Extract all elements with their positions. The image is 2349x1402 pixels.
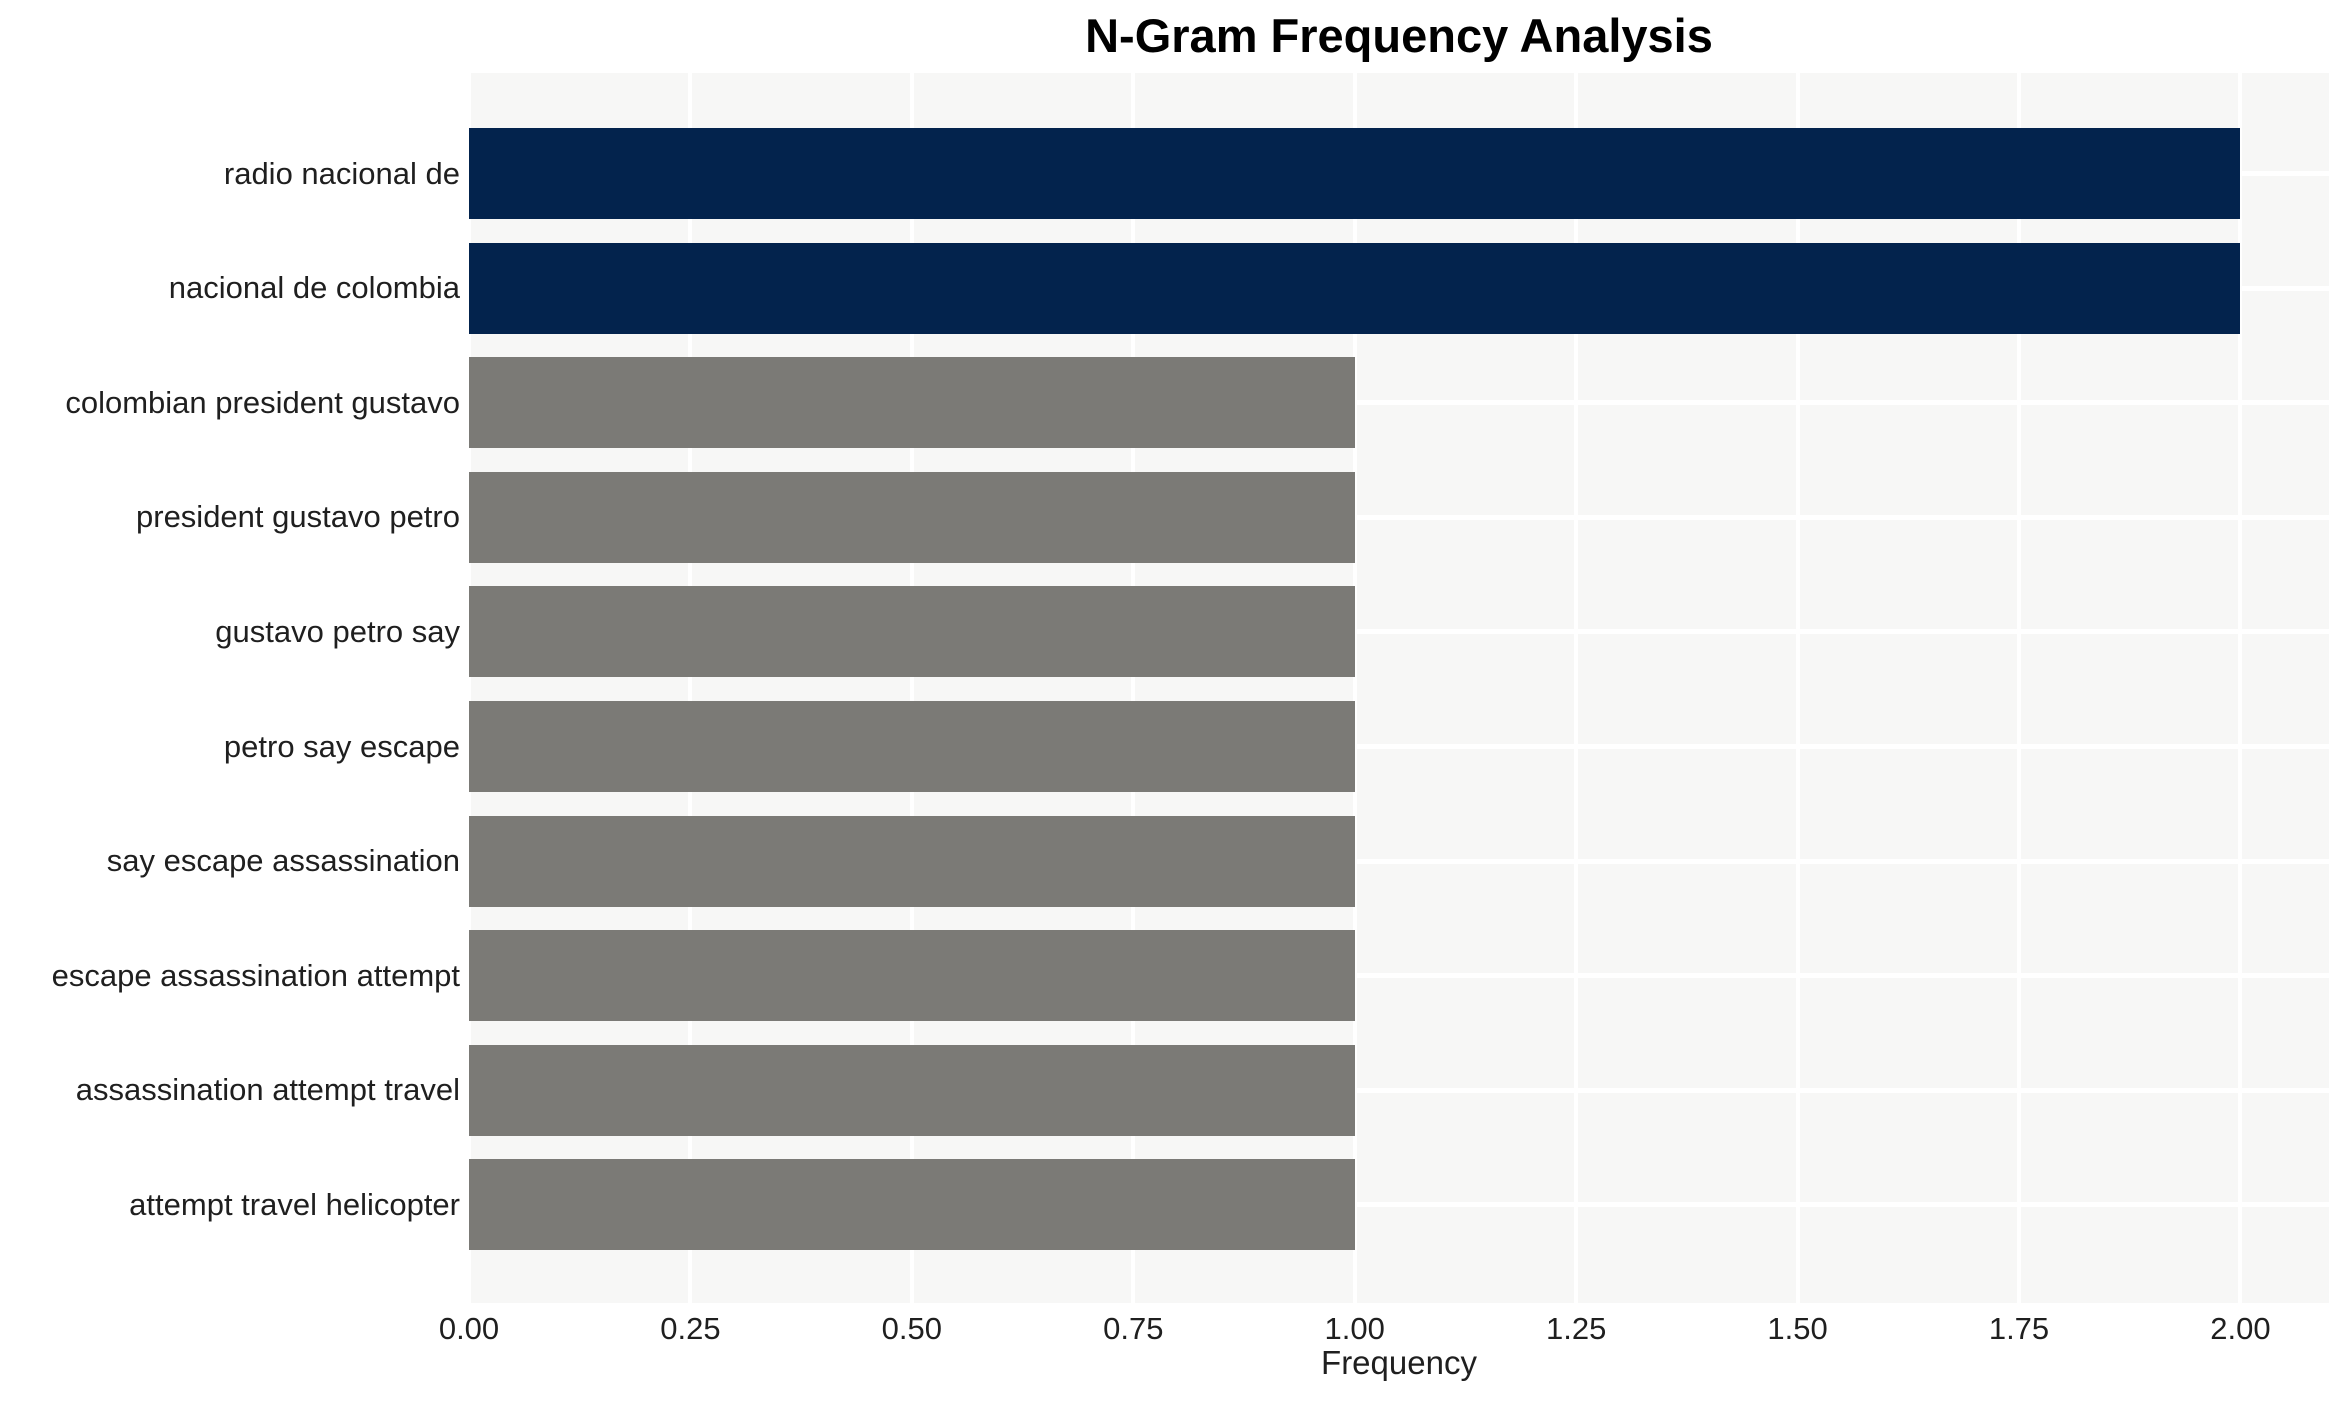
- gridline-horizontal: [469, 858, 2329, 864]
- gridline-vertical: [469, 73, 471, 1303]
- gridline-horizontal: [469, 514, 2329, 520]
- bar: [469, 128, 2240, 219]
- plot-area: [469, 73, 2329, 1303]
- y-axis-label: colombian president gustavo: [65, 384, 460, 420]
- gridline-vertical: [1795, 73, 1800, 1303]
- x-axis-tick-label: 1.25: [1545, 1311, 1607, 1346]
- bar: [469, 815, 1355, 907]
- bar: [469, 1159, 1355, 1251]
- bar: [469, 586, 1355, 678]
- gridline-vertical: [2238, 73, 2243, 1303]
- gridline-vertical: [688, 73, 693, 1303]
- y-axis-label: assassination attempt travel: [75, 1072, 460, 1108]
- chart-title: N-Gram Frequency Analysis: [1085, 9, 1713, 62]
- gridline-vertical: [1574, 73, 1579, 1303]
- x-axis-tick-label: 0.00: [438, 1311, 500, 1346]
- y-axis-label: gustavo petro say: [215, 613, 460, 649]
- x-axis-tick-label: 0.75: [1103, 1311, 1164, 1346]
- y-axis-label: radio nacional de: [223, 155, 460, 191]
- x-axis-tick-label: 2.00: [2210, 1311, 2271, 1346]
- gridline-horizontal: [469, 1202, 2329, 1208]
- gridline-horizontal: [469, 1087, 2329, 1093]
- bar: [469, 930, 1355, 1022]
- gridline-vertical: [2017, 73, 2021, 1303]
- x-axis-tick-label: 1.00: [1324, 1311, 1385, 1346]
- y-axis-label: escape assassination attempt: [51, 957, 460, 993]
- gridline-horizontal: [469, 744, 2329, 749]
- y-axis-label: nacional de colombia: [168, 270, 460, 306]
- bar: [469, 357, 1355, 449]
- gridline-vertical: [1131, 73, 1136, 1303]
- gridline-horizontal: [469, 400, 2329, 406]
- bar: [469, 1044, 1355, 1136]
- gridline-vertical: [1352, 73, 1357, 1303]
- y-axis-label: say escape assassination: [106, 843, 460, 879]
- y-axis-label: petro say escape: [223, 728, 460, 764]
- bar: [469, 471, 1355, 563]
- bar: [469, 701, 1355, 792]
- bar: [469, 242, 2240, 334]
- x-axis-tick-label: 1.50: [1767, 1311, 1828, 1346]
- x-axis-tick-label: 0.50: [881, 1311, 943, 1346]
- y-axis-label: president gustavo petro: [136, 499, 460, 535]
- x-axis-tick-label: 1.75: [1988, 1311, 2050, 1346]
- x-axis-title: Frequency: [1321, 1344, 1477, 1381]
- gridline-horizontal: [469, 629, 2329, 635]
- x-axis-tick-label: 0.25: [660, 1311, 721, 1346]
- gridline-horizontal: [469, 973, 2329, 979]
- gridline-vertical: [909, 73, 914, 1303]
- y-axis-label: attempt travel helicopter: [129, 1186, 460, 1222]
